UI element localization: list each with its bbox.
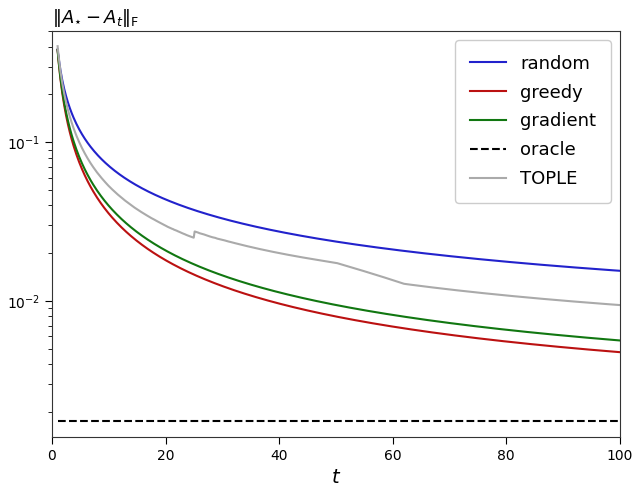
oracle [198,418,206,424]
oracle [616,418,624,424]
greedy [616,349,624,355]
TOPLE [308,256,316,262]
gradient [429,318,437,324]
TOPLE [198,231,206,237]
oracle [153,418,161,424]
oracle [385,418,393,424]
oracle [477,418,484,424]
random [153,193,161,199]
Line: greedy: greedy [58,50,620,352]
TOPLE [153,218,161,224]
greedy [54,47,61,53]
oracle [429,418,437,424]
gradient [153,243,161,248]
TOPLE [616,302,624,308]
greedy [477,335,484,341]
oracle [54,418,61,424]
greedy [429,329,437,335]
greedy [153,252,161,258]
oracle [308,418,316,424]
greedy [308,308,316,314]
TOPLE [54,43,61,49]
Legend: random, greedy, gradient, oracle, TOPLE: random, greedy, gradient, oracle, TOPLE [456,41,611,203]
gradient [616,337,624,343]
X-axis label: $t$: $t$ [331,468,341,487]
gradient [385,311,393,317]
random [198,209,206,215]
random [477,256,484,262]
gradient [198,265,206,271]
Line: gradient: gradient [58,50,620,340]
Line: TOPLE: TOPLE [58,46,620,305]
greedy [385,323,393,329]
random [385,246,393,252]
random [429,251,437,257]
gradient [477,324,484,330]
random [54,46,61,52]
TOPLE [385,276,393,282]
gradient [308,297,316,303]
random [308,235,316,241]
gradient [54,47,61,53]
Line: random: random [58,49,620,271]
Text: $\|A_{\star} - A_t\|_{\mathrm{F}}$: $\|A_{\star} - A_t\|_{\mathrm{F}}$ [52,7,139,29]
random [616,268,624,274]
TOPLE [477,290,484,296]
TOPLE [429,285,437,290]
greedy [198,275,206,281]
